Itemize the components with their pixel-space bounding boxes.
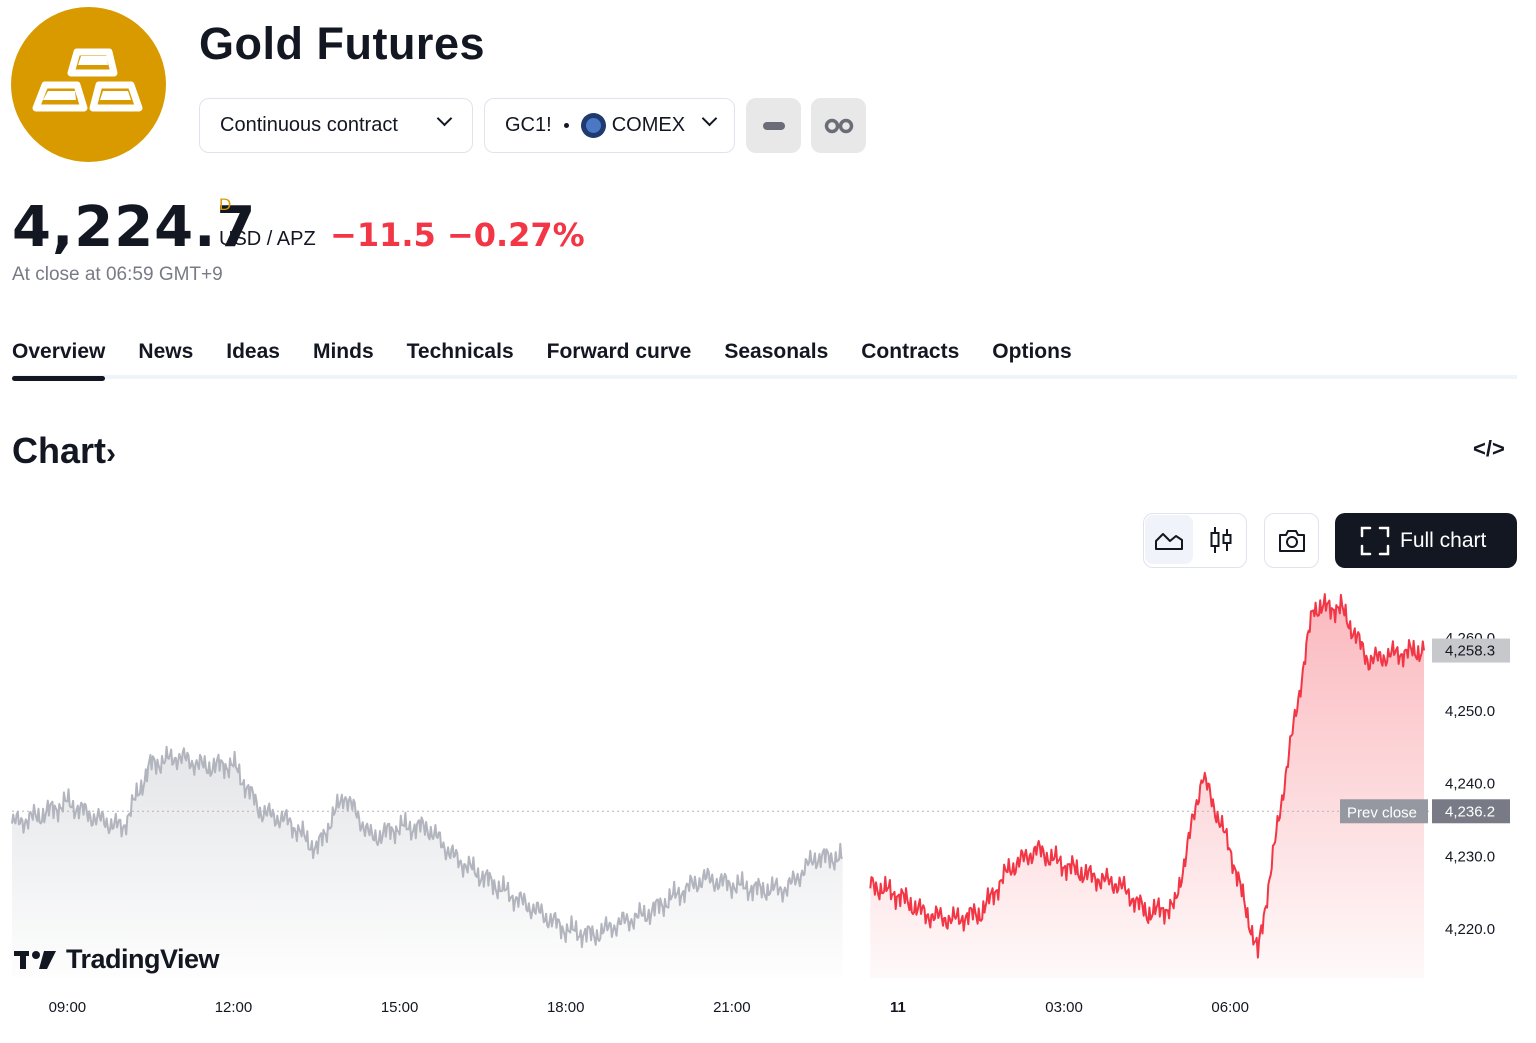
chevron-down-icon [701, 110, 718, 127]
tab-seasonals[interactable]: Seasonals [724, 340, 829, 363]
y-tick-label: 4,220.0 [1445, 921, 1495, 938]
separator-dot [563, 123, 569, 128]
close-status: At close at 06:59 GMT+9 [12, 264, 223, 285]
x-tick-label: 18:00 [547, 999, 585, 1016]
y-tick-label: 4,230.0 [1445, 848, 1495, 865]
minus-icon [762, 121, 785, 130]
gold-logo [11, 7, 166, 162]
prev-close-value-label: 4,236.2 [1445, 803, 1495, 820]
tab-forward-curve[interactable]: Forward curve [546, 340, 692, 363]
tab-contracts[interactable]: Contracts [861, 340, 960, 363]
prev-close-value-tag [1432, 799, 1510, 824]
tab-bar: Overview News Ideas Minds Technicals For… [12, 340, 1105, 381]
gold-bars-icon [32, 48, 143, 112]
prev-close-tag-label: Prev close [1347, 804, 1417, 821]
fullscreen-icon [1360, 526, 1390, 555]
tab-overview[interactable]: Overview [12, 340, 106, 381]
x-tick-label: 12:00 [215, 999, 253, 1016]
tradingview-logo[interactable]: TradingView [14, 944, 220, 975]
chart-section-link[interactable]: Chart› [12, 430, 116, 472]
current-session-line [869, 593, 1425, 959]
y-tick-label: 4,240.0 [1445, 776, 1495, 793]
candlestick-icon [1210, 526, 1232, 553]
symbol-label: GC1! [505, 114, 552, 136]
tab-technicals[interactable]: Technicals [406, 340, 514, 363]
price-chart[interactable]: 4,260.04,250.04,240.04,230.04,220.0 09:0… [0, 580, 1536, 1030]
full-chart-label: Full chart [1400, 528, 1487, 552]
chart-heading-text: Chart [12, 430, 107, 471]
compare-button[interactable] [811, 98, 866, 153]
chevron-down-icon [436, 110, 453, 127]
x-tick-label: 21:00 [713, 999, 751, 1016]
price-change: −11.5 −0.27% [330, 216, 585, 254]
delayed-flag[interactable]: D [219, 195, 232, 214]
tab-ideas[interactable]: Ideas [226, 340, 280, 363]
page-title: Gold Futures [199, 18, 485, 69]
tab-minds[interactable]: Minds [312, 340, 374, 363]
last-price-tag-label: 4,258.3 [1445, 643, 1495, 660]
area-chart-icon [1155, 532, 1183, 550]
snapshot-button[interactable] [1264, 513, 1319, 568]
area-chart-button[interactable] [1145, 515, 1193, 564]
candle-chart-button[interactable] [1197, 515, 1245, 564]
camera-icon [1278, 529, 1305, 552]
infinity-icon [824, 118, 853, 133]
tradingview-wordmark: TradingView [66, 944, 220, 974]
exchange-label: COMEX [611, 114, 686, 136]
prev-close-tag [1340, 799, 1428, 824]
tabs-divider [12, 375, 1517, 379]
contract-dropdown-label: Continuous contract [220, 114, 398, 136]
tab-options[interactable]: Options [992, 340, 1072, 363]
tab-news[interactable]: News [138, 340, 194, 363]
embed-code-icon[interactable]: </> [1473, 436, 1505, 461]
last-price-tag [1432, 638, 1510, 663]
current-session-area [870, 594, 1424, 978]
chevron-right-icon: › [106, 437, 117, 470]
contract-dropdown[interactable]: Continuous contract [199, 98, 473, 153]
x-tick-label: 09:00 [49, 999, 87, 1016]
x-tick-label: 11 [890, 999, 906, 1016]
exchange-globe-icon [580, 113, 606, 138]
x-tick-label: 15:00 [381, 999, 419, 1016]
minus-button[interactable] [746, 98, 801, 153]
full-chart-button[interactable]: Full chart [1335, 513, 1517, 568]
x-tick-label: 03:00 [1045, 999, 1083, 1016]
y-tick-label: 4,250.0 [1445, 703, 1495, 720]
previous-session-line [11, 745, 843, 949]
x-tick-label: 06:00 [1211, 999, 1249, 1016]
price-unit: USD / APZ [219, 228, 316, 250]
tradingview-icon [14, 950, 56, 969]
last-price: 4,224.7 [12, 195, 257, 260]
symbol-dropdown[interactable]: GC1! COMEX [484, 98, 735, 153]
